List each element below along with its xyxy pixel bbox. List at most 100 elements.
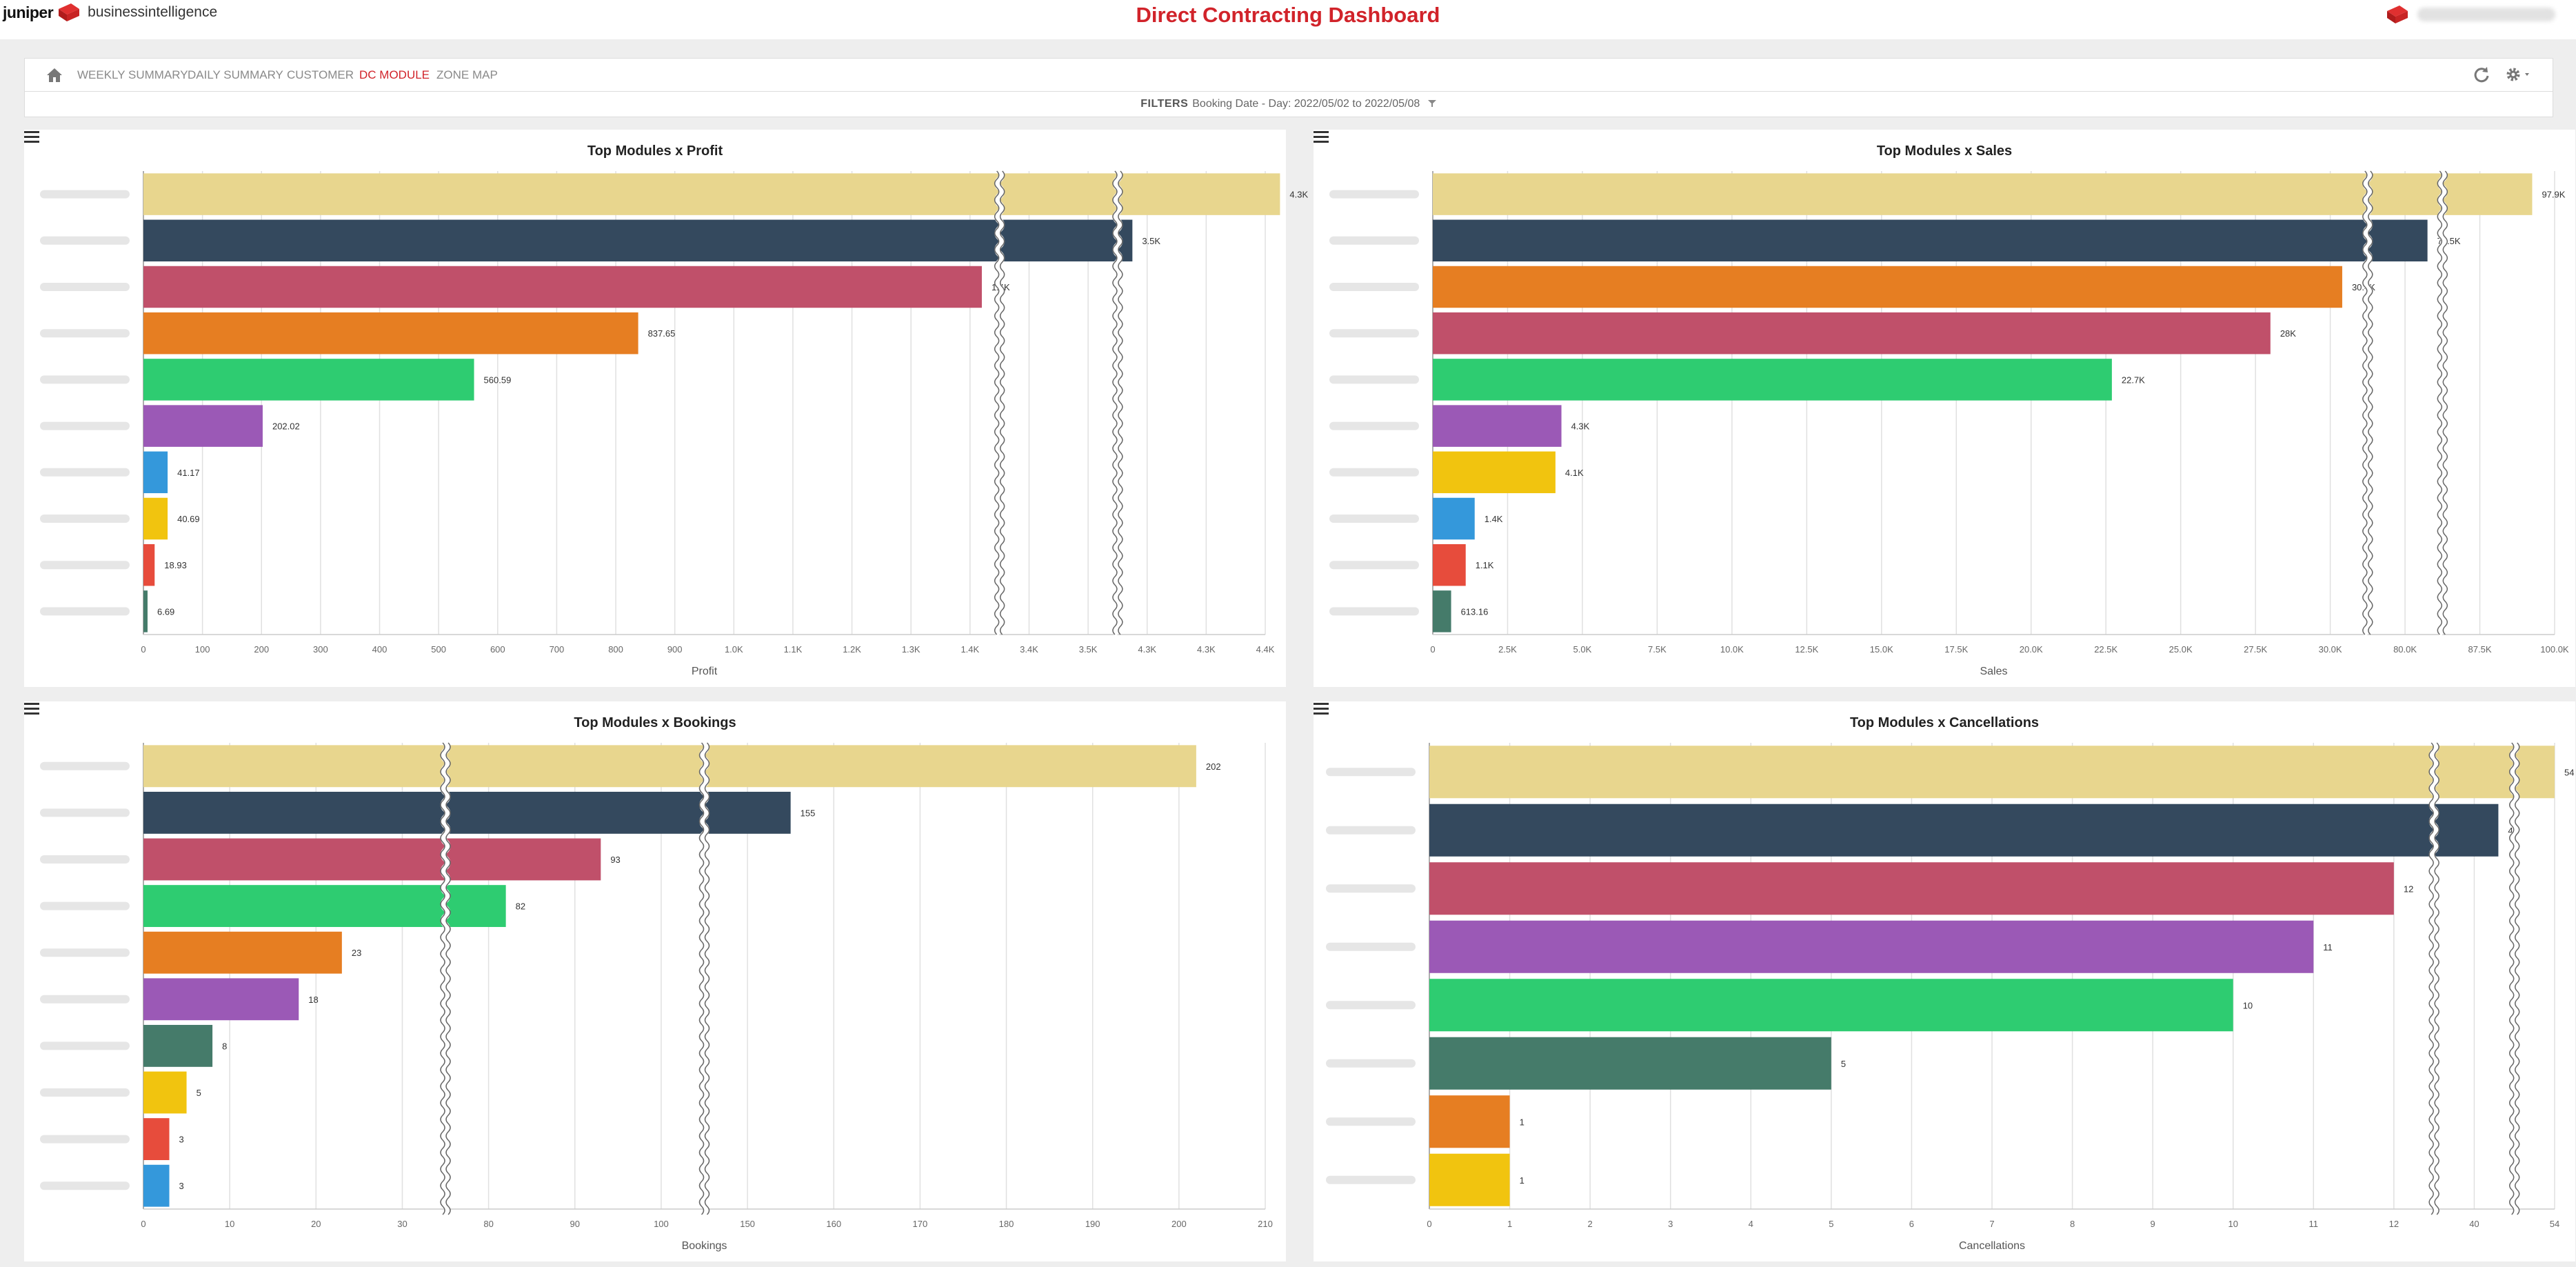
data-label: 3: [179, 1181, 184, 1191]
category-label-redacted: [1329, 190, 1419, 199]
axis-break-gap: [1112, 168, 1123, 637]
x-tick-label: 160: [826, 1219, 841, 1229]
category-label-redacted: [40, 236, 130, 245]
x-tick-label: 40: [2469, 1219, 2479, 1229]
x-tick-label: 5.0K: [1573, 644, 1592, 655]
filters-label: FILTERS: [1140, 98, 1189, 110]
x-tick-label: 12.5K: [1795, 644, 1818, 655]
data-label: 54: [2564, 767, 2574, 777]
data-label: 23: [352, 948, 361, 958]
x-tick-label: 10: [225, 1219, 234, 1229]
x-axis-label: Bookings: [682, 1240, 727, 1252]
hamburger-menu-icon[interactable]: [24, 130, 39, 143]
x-tick-label: 25.0K: [2169, 644, 2193, 655]
bar: [1429, 862, 2394, 915]
category-label-redacted: [40, 607, 130, 616]
x-axis-label: Profit: [692, 666, 718, 677]
category-label-redacted: [40, 761, 130, 770]
category-label-redacted: [40, 1181, 130, 1190]
x-tick-label: 0: [141, 1219, 145, 1229]
chart-panel-profit: Top Modules x Profit 0 100 200 300 400 500 600…: [24, 130, 1308, 687]
x-tick-label: 500: [431, 644, 446, 655]
x-tick-label: 150: [740, 1219, 755, 1229]
category-label-redacted: [1329, 468, 1419, 477]
filters-bar[interactable]: FILTERS Booking Date - Day: 2022/05/02 to…: [24, 91, 2553, 117]
x-tick-label: 1.2K: [843, 644, 861, 655]
refresh-icon[interactable]: [2473, 66, 2491, 83]
logo: juniper businessintelligence: [3, 0, 217, 25]
hamburger-menu-icon[interactable]: [24, 701, 39, 715]
hamburger-menu-icon[interactable]: [1314, 701, 1329, 715]
category-label-redacted: [1329, 515, 1419, 523]
data-label: 41.17: [177, 468, 200, 478]
bar: [1433, 219, 2428, 262]
data-label: 18: [308, 995, 318, 1005]
bar: [1433, 405, 1562, 447]
gear-icon[interactable]: [2504, 66, 2532, 83]
x-tick-label: 300: [313, 644, 328, 655]
data-label: 8: [222, 1041, 227, 1051]
chart-panel-bookings: Top Modules x Bookings 0 10 20 30 80 90 100 150…: [24, 701, 1286, 1261]
nav-customer[interactable]: CUSTOMER: [287, 68, 354, 81]
x-tick-label: 7.5K: [1648, 644, 1667, 655]
data-label: 3.5K: [1142, 236, 1160, 246]
category-label-redacted: [40, 421, 130, 430]
axis-break-line: [2437, 170, 2443, 635]
category-label-redacted: [1326, 1117, 1416, 1126]
x-tick-label: 3.5K: [1079, 644, 1098, 655]
filter-funnel-icon[interactable]: [1427, 99, 1437, 108]
bar: [1429, 804, 2499, 857]
chart-title: Top Modules x Cancellations: [1849, 715, 2040, 730]
category-label-redacted: [40, 190, 130, 199]
bar: [1429, 1153, 1510, 1206]
nav-weekly-summary[interactable]: WEEKLY SUMMARY: [77, 68, 188, 81]
bar: [143, 543, 155, 586]
axis-break-line: [445, 742, 451, 1215]
category-label-redacted: [1329, 607, 1419, 616]
bar: [143, 359, 474, 401]
data-label: 202: [1206, 761, 1221, 772]
x-tick-label: 170: [913, 1219, 928, 1229]
x-tick-label: 12: [2389, 1219, 2399, 1229]
x-tick-label: 3.4K: [1020, 644, 1038, 655]
bar: [143, 1071, 187, 1114]
chart-svg: 0 1 2 3 4 5 6 7 8 9 10 11 12 40 545440121110511Cancell…: [1326, 740, 2574, 1252]
data-label: 1: [1520, 1175, 1525, 1186]
x-tick-label: 4.3K: [1138, 644, 1156, 655]
bar: [143, 219, 1133, 262]
category-label-redacted: [40, 329, 130, 338]
bar: [1433, 497, 1475, 540]
bar: [143, 791, 791, 834]
user-menu[interactable]: [2386, 4, 2555, 25]
x-tick-label: 2: [1588, 1219, 1593, 1229]
bar: [143, 451, 168, 494]
x-tick-label: 11: [2309, 1219, 2319, 1229]
x-tick-label: 10.0K: [1720, 644, 1744, 655]
home-icon[interactable]: [46, 67, 63, 83]
nav-zone-map[interactable]: ZONE MAP: [436, 68, 498, 81]
bar: [1433, 173, 2533, 215]
category-label-redacted: [40, 561, 130, 570]
chart-title: Top Modules x Profit: [587, 143, 723, 159]
bar: [1429, 920, 2314, 973]
page-title: Direct Contracting Dashboard: [1136, 3, 1440, 27]
category-label-redacted: [40, 1088, 130, 1097]
hamburger-menu-icon[interactable]: [1314, 130, 1329, 143]
data-label: 18.93: [164, 560, 187, 570]
data-label: 3: [179, 1135, 184, 1145]
x-tick-label: 9: [2151, 1219, 2155, 1229]
category-label-redacted: [1329, 283, 1419, 291]
axis-break-line: [2508, 742, 2515, 1215]
bar: [1429, 1095, 1510, 1148]
nav-tools: [2473, 66, 2532, 83]
nav-dc-module[interactable]: DC MODULE: [359, 68, 430, 81]
data-label: 6.69: [157, 606, 174, 617]
x-tick-label: 4.4K: [1256, 644, 1275, 655]
x-tick-label: 210: [1258, 1219, 1273, 1229]
x-tick-label: 400: [372, 644, 388, 655]
data-label: 560.59: [484, 375, 512, 385]
nav-daily-summary[interactable]: DAILY SUMMARY: [188, 68, 283, 81]
x-tick-label: 5: [1829, 1219, 1833, 1229]
category-label-redacted: [1329, 236, 1419, 245]
x-tick-label: 7: [1989, 1219, 1994, 1229]
